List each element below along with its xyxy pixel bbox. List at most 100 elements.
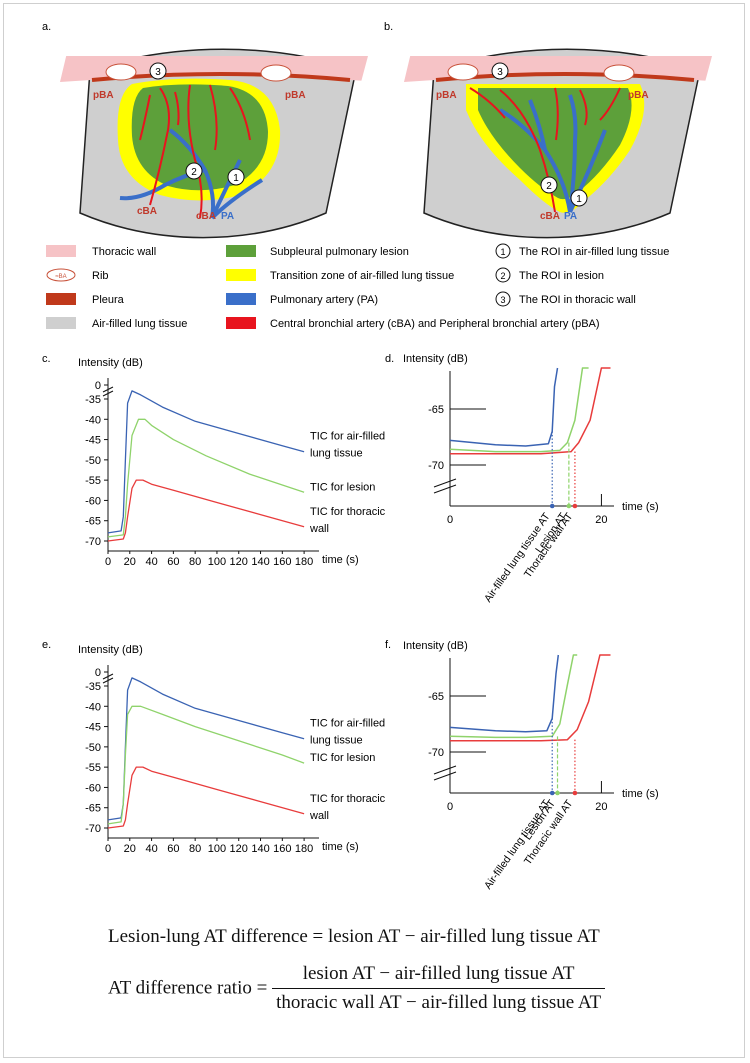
cba-label: cBA (137, 206, 157, 217)
series-line (450, 654, 611, 742)
legend-label: The ROI in air-filled lung tissue (519, 246, 669, 258)
series-label: TIC for thoracic (310, 793, 386, 805)
legend-roi-marker (495, 267, 511, 283)
x-tick-label: 80 (189, 556, 201, 568)
panel-label-b: b. (384, 21, 393, 33)
legend-swatch (46, 293, 76, 305)
lesion-region (131, 84, 268, 191)
x-tick-label: 120 (230, 556, 248, 568)
formula-2-fraction: lesion AT − air-filled lung tissue AT th… (272, 963, 606, 1014)
legend-label: The ROI in lesion (519, 270, 604, 282)
equals-sign: = (256, 977, 268, 999)
y-tick-label: -70 (85, 536, 101, 548)
series-line (107, 418, 305, 538)
y-axis-label: Intensity (dB) (78, 644, 143, 656)
y-tick-label: -70 (428, 747, 444, 759)
roi-2-number: 2 (546, 181, 552, 192)
at-marker-dot (566, 503, 572, 509)
legend-roi-marker (495, 243, 511, 259)
legend-label: Subpleural pulmonary lesion (270, 246, 409, 258)
equals-sign: = (312, 926, 324, 947)
roi-3-marker (491, 62, 509, 80)
series-line (449, 654, 578, 739)
series-label: TIC for air-filled (310, 431, 385, 443)
x-axis-label: time (s) (322, 554, 359, 566)
legend-swatch (226, 293, 256, 305)
axis-break-mark (102, 386, 114, 397)
series-label: wall (309, 810, 329, 822)
rib-icon (603, 64, 635, 82)
y-tick-label: -65 (85, 516, 101, 528)
panel-label-c: c. (42, 353, 51, 365)
x-tick-label: 0 (105, 556, 111, 568)
series-line (107, 390, 305, 534)
x-tick-label: 160 (273, 556, 291, 568)
series-label: TIC for lesion (310, 752, 375, 764)
y-tick-label: -35 (85, 681, 101, 693)
y-tick-label: -60 (85, 495, 101, 507)
y-axis-label: Intensity (dB) (78, 357, 143, 369)
legend-swatch (46, 317, 76, 329)
x-tick-label: 60 (167, 843, 179, 855)
figure-frame (3, 3, 745, 1058)
x-tick-label: 140 (251, 843, 269, 855)
rib-icon (447, 63, 479, 81)
series-line (450, 367, 611, 455)
y-tick-label: -40 (85, 701, 101, 713)
legend-label: Thoracic wall (92, 246, 156, 258)
x-tick-label: 180 (295, 843, 313, 855)
formula-2-numerator: lesion AT − air-filled lung tissue AT (272, 963, 606, 989)
x-axis-label: time (s) (622, 788, 659, 800)
at-marker-dot (555, 790, 560, 796)
legend-swatch (226, 245, 256, 257)
diagram-b: 3 2 1 pBA pBA cBA PA (404, 48, 712, 239)
rib-icon (46, 268, 76, 282)
legend-label: Pleura (92, 294, 125, 306)
legend-label: The ROI in thoracic wall (519, 294, 636, 306)
x-tick-label: 0 (447, 514, 453, 526)
y-tick-label: -70 (85, 823, 101, 835)
x-tick-label: 20 (124, 556, 136, 568)
x-tick-label: 100 (208, 843, 226, 855)
series-label: TIC for lesion (310, 481, 375, 493)
series-line (449, 367, 559, 447)
roi-3-number: 3 (497, 67, 503, 78)
y-tick-label: -45 (85, 435, 101, 447)
series-line (107, 766, 305, 829)
formula-2-lhs: AT difference ratio (108, 977, 252, 999)
x-tick-label: 80 (189, 843, 201, 855)
axis-break-mark (102, 673, 114, 684)
legend-roi-number: 1 (500, 247, 505, 257)
y-tick-label: -55 (85, 762, 101, 774)
x-tick-label: 140 (251, 556, 269, 568)
y-tick-label: -65 (428, 691, 444, 703)
x-tick-label: 0 (447, 801, 453, 813)
roi-3-number: 3 (155, 67, 161, 78)
rib-icon (105, 63, 137, 81)
series-line (107, 479, 305, 542)
panel-label-e: e. (42, 639, 51, 651)
y-axis-label: Intensity (dB) (403, 640, 468, 652)
legend-roi-number: 3 (500, 295, 505, 305)
legend-roi-marker (495, 291, 511, 307)
thoracic-wall-region (404, 56, 712, 82)
formula-1-lhs: Lesion-lung AT difference (108, 926, 308, 947)
lesion-region (478, 88, 632, 200)
y-tick-label: -50 (85, 455, 101, 467)
legend-label: Rib (92, 270, 109, 282)
series-line (107, 677, 305, 821)
y-axis-label: Intensity (dB) (403, 353, 468, 365)
thoracic-wall-region (60, 56, 368, 82)
chart-c: Intensity (dB) time (s) 0 -35 -40 -45 -50 -55 -6… (78, 357, 386, 568)
panel-label-d: d. (385, 353, 394, 365)
series-line (449, 654, 560, 733)
x-tick-label: 0 (105, 843, 111, 855)
x-tick-label: 40 (145, 556, 157, 568)
x-tick-label: 20 (595, 801, 607, 813)
roi-2-marker (185, 162, 203, 180)
y-tick-label: -65 (428, 404, 444, 416)
legend-label: Transition zone of air-filled lung tissu… (270, 270, 454, 282)
series-label: lung tissue (310, 448, 363, 460)
roi-2-number: 2 (191, 167, 197, 178)
rib-icon-text: ≈BA (55, 274, 66, 280)
